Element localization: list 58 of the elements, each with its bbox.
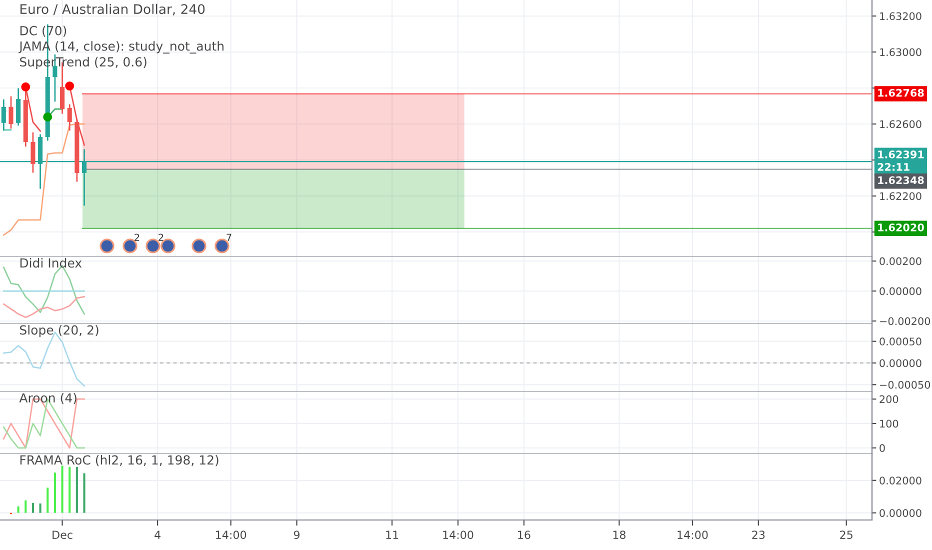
y-tick-label: 100 xyxy=(880,420,898,428)
chart-title: Euro / Australian Dollar, 240 xyxy=(20,4,205,16)
point xyxy=(65,82,74,91)
candlestick xyxy=(30,132,36,173)
ref-line-label: 1.62348 xyxy=(878,176,924,184)
bar xyxy=(83,473,86,513)
x-tick-label: Dec xyxy=(52,530,72,540)
x-tick-label: 4 xyxy=(154,530,160,539)
x-tick-label: 11 xyxy=(386,530,398,539)
line-series xyxy=(2,123,85,236)
point xyxy=(21,82,30,92)
chart-title: Aroon (4) xyxy=(19,392,76,404)
bar xyxy=(32,502,34,513)
candlestick xyxy=(1,99,6,131)
y-tick-label: 1.62200 xyxy=(880,192,922,200)
annotation: 7 xyxy=(226,234,232,241)
ref-line-label: 1.62391 22:11 xyxy=(878,150,924,171)
y-tick-label: 1.63200 xyxy=(880,12,922,20)
chart-title: FRAMA RoC (hl2, 16, 1, 198, 12) xyxy=(20,454,218,466)
y-tick-label: 0.00000 xyxy=(880,287,922,296)
x-tick-label: 9 xyxy=(294,530,300,540)
y-tick-label: 0.00000 xyxy=(880,359,922,368)
y-tick-label: 0.00200 xyxy=(880,257,922,266)
ref-line-label: 1.62768 xyxy=(878,88,924,97)
y-tick-label: 0.00000 xyxy=(880,509,922,517)
x-tick-label: 16 xyxy=(518,530,530,540)
y-tick-label: −0.00200 xyxy=(880,317,930,326)
line-series xyxy=(2,296,85,318)
x-tick-label: 25 xyxy=(840,530,852,540)
y-tick-label: 0 xyxy=(880,444,885,452)
y-tick-label: −0.00050 xyxy=(880,380,930,389)
bar xyxy=(46,488,49,513)
bar xyxy=(39,503,42,513)
x-tick-label: 18 xyxy=(613,530,626,540)
y-tick-label: 1.63000 xyxy=(880,48,922,56)
ref-line-label: 1.62020 xyxy=(878,224,924,232)
candlestick xyxy=(8,96,14,129)
y-tick-label: 200 xyxy=(880,395,898,404)
bar xyxy=(54,472,56,513)
point xyxy=(43,112,52,122)
bar xyxy=(61,466,64,513)
annotation: 2 xyxy=(158,234,164,241)
candlestick xyxy=(16,88,21,126)
x-tick-label: 14:00 xyxy=(216,530,246,540)
bar xyxy=(24,500,27,513)
y-tick-label: 0.02000 xyxy=(880,476,922,484)
y-tick-label: 0.00050 xyxy=(880,338,922,346)
candlestick xyxy=(67,104,72,131)
bar xyxy=(76,466,78,513)
x-tick-label: 14:00 xyxy=(443,530,474,540)
x-tick-label: 14:00 xyxy=(678,530,708,540)
y-tick-label: 1.62600 xyxy=(880,120,922,128)
chart-title: Slope (20, 2) xyxy=(20,325,98,338)
x-tick-label: 23 xyxy=(752,530,765,540)
bar xyxy=(68,466,71,513)
bar xyxy=(17,506,20,513)
chart-title: Didi Index xyxy=(20,258,82,268)
annotation: 2 xyxy=(134,234,140,241)
